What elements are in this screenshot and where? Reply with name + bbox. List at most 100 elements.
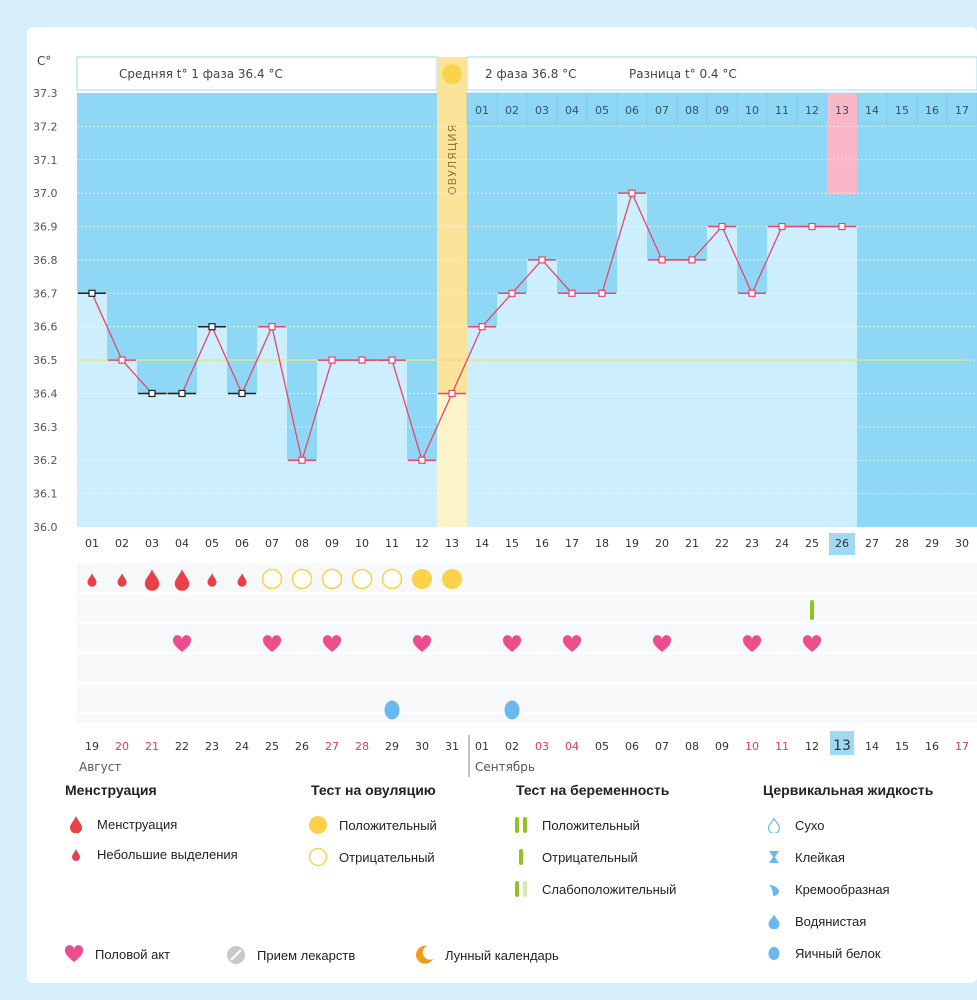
chart-card: Средняя t° 1 фаза 36.4 °С 2 фаза 36.8 °С Р… — [27, 27, 977, 983]
cycle-day-label: 26 — [835, 537, 849, 550]
temperature-point — [118, 356, 126, 364]
ovulation-test-negative-icon — [321, 568, 343, 590]
legend-item-ovulation-negative[interactable]: Отрицательный — [307, 847, 435, 867]
cycle-day-label: 03 — [145, 537, 159, 550]
legend-item-pregnancy-negative[interactable]: Отрицательный — [510, 847, 638, 867]
today-date-highlight — [830, 731, 854, 755]
legend-item-dry[interactable]: Сухо — [763, 817, 824, 833]
legend-item-creamy[interactable]: Кремообразная — [763, 881, 890, 897]
calendar-date-label: 30 — [415, 740, 429, 753]
y-tick-label: 36.5 — [33, 354, 58, 367]
calendar-date-label: 26 — [295, 740, 309, 753]
heart-icon — [63, 945, 85, 963]
temperature-point — [388, 356, 396, 364]
legend-item-pregnancy-weak[interactable]: Слабоположительный — [510, 879, 676, 899]
calendar-date-label: 22 — [175, 740, 189, 753]
legend-item-lunar[interactable]: Лунный календарь — [413, 945, 559, 965]
two-lines-icon — [510, 815, 532, 835]
drop-small-icon — [117, 573, 127, 587]
legend-title-pregnancy-test: Тест на беременность — [516, 782, 670, 798]
y-tick-label: 36.4 — [33, 387, 58, 400]
y-tick-label: 36.2 — [33, 454, 58, 467]
cycle-day-label: 13 — [445, 537, 459, 550]
cycle-day-label: 08 — [295, 537, 309, 550]
legend-label: Отрицательный — [542, 849, 638, 865]
temperature-point — [148, 389, 156, 398]
cycle-day-label: 01 — [85, 537, 99, 550]
temperature-point — [568, 289, 576, 297]
pill-icon — [225, 945, 247, 965]
temperature-bar — [497, 293, 527, 527]
y-tick-label: 36.9 — [33, 221, 58, 234]
legend-label: Лунный календарь — [445, 947, 559, 963]
cycle-day-label: 10 — [355, 537, 369, 550]
cycle-day-label: 30 — [955, 537, 969, 550]
dpo-day-label: 14 — [865, 104, 879, 117]
legend-item-ovulation-positive[interactable]: Положительный — [307, 815, 437, 835]
symptom-rows — [77, 563, 977, 723]
heart-icon — [412, 635, 432, 652]
temperature-bar — [77, 293, 107, 527]
calendar-date-label: 28 — [355, 740, 369, 753]
legend-label: Слабоположительный — [542, 881, 677, 897]
dpo-day-label: 04 — [565, 104, 579, 117]
calendar-date-label: 15 — [895, 740, 909, 753]
legend-title-menstruation: Менструация — [65, 782, 157, 798]
dpo-day-label: 03 — [535, 104, 549, 117]
legend-item-intercourse[interactable]: Половой акт — [63, 945, 170, 963]
drop-large-icon — [144, 569, 160, 591]
legend-label: Положительный — [339, 817, 437, 833]
legend-item-sticky[interactable]: Клейкая — [763, 849, 845, 865]
legend-item-pregnancy-positive[interactable]: Положительный — [510, 815, 640, 835]
legend-item-spotting[interactable]: Небольшие выделения — [65, 847, 238, 862]
cycle-day-label: 25 — [805, 537, 819, 550]
dpo-day-label: 15 — [895, 104, 909, 117]
calendar-date-label: 08 — [685, 740, 699, 753]
ovulation-label: ОВУЛЯЦИЯ — [446, 124, 459, 195]
calendar-date-label: 24 — [235, 740, 249, 753]
temperature-bar — [557, 293, 587, 527]
temperature-point — [538, 256, 546, 264]
temperature-bar — [827, 226, 857, 528]
cycle-day-label: 28 — [895, 537, 909, 550]
legend-item-menstruation[interactable]: Менструация — [65, 815, 177, 833]
y-axis-label: С° — [37, 54, 51, 68]
dpo-day-label: 02 — [505, 104, 519, 117]
calendar-date-label: 02 — [505, 740, 519, 753]
ovulation-test-negative-icon — [351, 568, 373, 590]
month-label-1: Август — [79, 760, 121, 774]
heart-icon — [262, 635, 282, 652]
dpo-day-label: 13 — [835, 104, 849, 117]
dpo-day-label: 17 — [955, 104, 969, 117]
ovulation-test-negative-icon — [261, 568, 283, 590]
calendar-date-label: 03 — [535, 740, 549, 753]
temperature-bar — [737, 293, 767, 527]
y-tick-label: 36.7 — [33, 287, 58, 300]
drop-small-icon — [207, 573, 217, 587]
calendar-date-label: 09 — [715, 740, 729, 753]
cycle-day-row — [77, 529, 977, 563]
temperature-bar — [707, 226, 737, 528]
phase2-header — [466, 56, 977, 91]
calendar-date-label: 05 — [595, 740, 609, 753]
calendar-date-label: 10 — [745, 740, 759, 753]
dpo-day-label: 08 — [685, 104, 699, 117]
cycle-day-label: 11 — [385, 537, 399, 550]
heart-icon — [802, 635, 822, 652]
cycle-day-label: 24 — [775, 537, 789, 550]
calendar-date-label: 31 — [445, 740, 459, 753]
phase2-label: 2 фаза 36.8 °С — [485, 67, 577, 81]
month-label-2: Сентябрь — [475, 760, 535, 774]
calendar-date-label: 13 — [833, 738, 851, 754]
legend-item-medication[interactable]: Прием лекарств — [225, 945, 355, 965]
temperature-bar — [107, 360, 137, 527]
ovulation-test-negative-icon — [291, 568, 313, 590]
calendar-date-label: 27 — [325, 740, 339, 753]
drop-outline-icon — [763, 817, 785, 833]
phase1-header — [76, 56, 438, 91]
drop-small-icon — [65, 848, 87, 861]
dpo-day-label: 16 — [925, 104, 939, 117]
legend-item-egg-white[interactable]: Яичный белок — [763, 945, 881, 961]
cycle-day-label: 14 — [475, 537, 489, 550]
legend-item-watery[interactable]: Водянистая — [763, 913, 866, 929]
